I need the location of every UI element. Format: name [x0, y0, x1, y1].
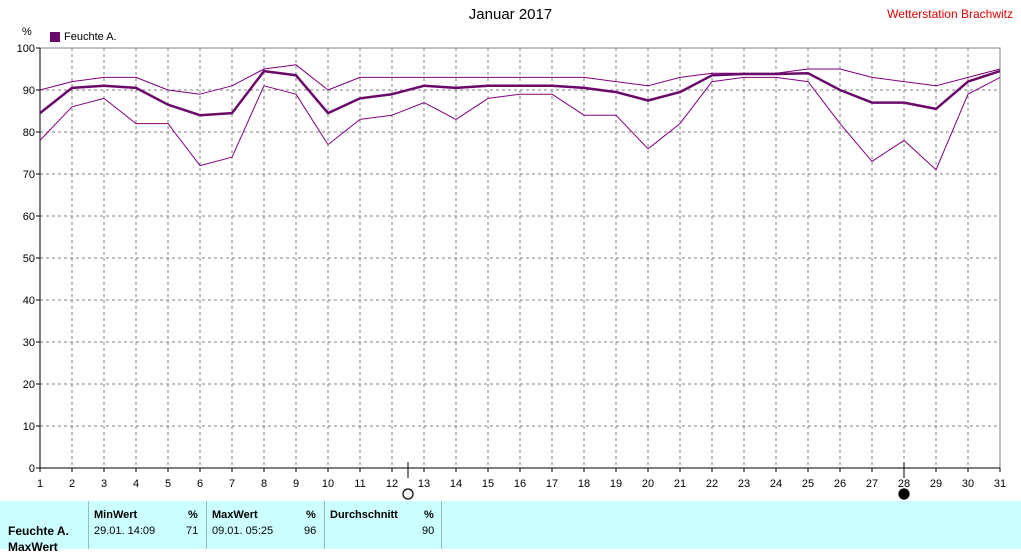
x-tick-label: 24 [770, 478, 782, 490]
x-tick-label: 18 [578, 478, 590, 490]
x-tick-label: 28 [898, 478, 910, 490]
max-unit: % [306, 509, 316, 521]
x-tick-label: 12 [386, 478, 398, 490]
x-tick-label: 16 [514, 478, 526, 490]
stats-divider [441, 501, 442, 549]
x-tick-label: 1 [37, 478, 43, 490]
min-time: 29.01. 14:09 [94, 525, 155, 537]
y-tick-label: 70 [23, 169, 35, 181]
x-tick-label: 30 [962, 478, 974, 490]
x-tick-label: 8 [261, 478, 267, 490]
y-tick-label: 100 [17, 43, 35, 55]
x-tick-label: 10 [322, 478, 334, 490]
x-tick-label: 4 [133, 478, 139, 490]
x-tick-label: 20 [642, 478, 654, 490]
x-tick-label: 17 [546, 478, 558, 490]
x-tick-label: 27 [866, 478, 878, 490]
y-tick-label: 60 [23, 211, 35, 223]
y-tick-label: 90 [23, 85, 35, 97]
x-tick-label: 19 [610, 478, 622, 490]
x-tick-label: 11 [354, 478, 365, 490]
x-tick-label: 14 [450, 478, 462, 490]
y-tick-label: 40 [23, 295, 35, 307]
x-tick-label: 22 [706, 478, 718, 490]
y-tick-label: 80 [23, 127, 35, 139]
stats-divider [206, 501, 207, 549]
stats-row-label: Feuchte A. [8, 524, 69, 538]
x-tick-label: 26 [834, 478, 846, 490]
x-tick-label: 9 [293, 478, 299, 490]
stats-divider [324, 501, 325, 549]
max-value: 96 [304, 525, 316, 537]
x-tick-label: 23 [738, 478, 750, 490]
y-tick-label: 0 [29, 463, 35, 475]
y-axis-unit: % [22, 26, 32, 38]
stats-divider [88, 501, 89, 549]
x-tick-label: 29 [930, 478, 942, 490]
moon-phase-icon [403, 489, 413, 499]
x-tick-label: 25 [802, 478, 814, 490]
y-tick-label: 30 [23, 337, 35, 349]
chart-title: Januar 2017 [0, 6, 1021, 23]
x-tick-label: 31 [994, 478, 1006, 490]
legend-swatch [50, 32, 60, 42]
avg-unit: % [424, 509, 434, 521]
x-tick-label: 6 [197, 478, 203, 490]
x-tick-label: 5 [165, 478, 171, 490]
x-tick-label: 13 [418, 478, 430, 490]
avg-value: 90 [422, 525, 434, 537]
y-tick-label: 20 [23, 379, 35, 391]
x-tick-label: 2 [69, 478, 75, 490]
stats-panel: Feuchte A. MaxWert MinWert % 29.01. 14:0… [0, 501, 1021, 549]
legend: Feuchte A. [50, 31, 117, 43]
x-tick-label: 3 [101, 478, 107, 490]
y-tick-label: 50 [23, 253, 35, 265]
moon-phase-icon [899, 489, 909, 499]
max-time: 09.01. 05:25 [212, 525, 273, 537]
station-name: Wetterstation Brachwitz [887, 7, 1013, 21]
min-header: MinWert [94, 509, 137, 521]
y-tick-label: 10 [23, 421, 35, 433]
stats-row-label-2: MaxWert [8, 540, 58, 554]
x-tick-label: 15 [482, 478, 494, 490]
avg-header: Durchschnitt [330, 509, 398, 521]
x-tick-label: 21 [674, 478, 686, 490]
x-tick-label: 7 [229, 478, 235, 490]
min-value: 71 [186, 525, 198, 537]
max-header: MaxWert [212, 509, 258, 521]
min-unit: % [188, 509, 198, 521]
legend-label: Feuchte A. [64, 31, 117, 43]
